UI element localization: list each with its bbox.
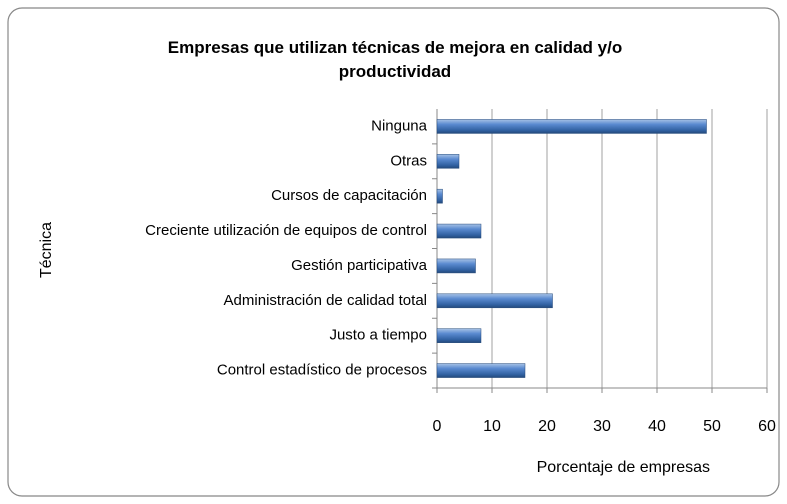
bar bbox=[436, 223, 482, 239]
chart-title: Empresas que utilizan técnicas de mejora… bbox=[167, 38, 623, 81]
x-tick-label: 40 bbox=[648, 418, 666, 435]
y-tick-label: Gestión participativa bbox=[291, 257, 428, 274]
x-tick-label: 60 bbox=[758, 418, 776, 435]
bar bbox=[436, 119, 707, 134]
x-tick-label: 50 bbox=[703, 418, 721, 435]
y-tick-label: Creciente utilización de equipos de cont… bbox=[145, 222, 427, 239]
y-axis-title: Técnica bbox=[38, 222, 55, 278]
bar bbox=[436, 188, 443, 204]
bar bbox=[436, 293, 553, 309]
bar bbox=[436, 328, 482, 343]
y-tick-label: Cursos de capacitación bbox=[271, 187, 427, 204]
bar bbox=[436, 154, 460, 169]
x-tick-label: 0 bbox=[433, 418, 442, 435]
x-tick-label: 30 bbox=[593, 418, 611, 435]
x-tick-label: 10 bbox=[483, 418, 501, 435]
x-axis-title: Porcentaje de empresas bbox=[537, 459, 710, 476]
bar bbox=[436, 258, 476, 274]
y-tick-label: Control estadístico de procesos bbox=[217, 362, 427, 379]
y-tick-label: Otras bbox=[390, 152, 427, 169]
x-tick-label: 20 bbox=[538, 418, 556, 435]
y-tick-label: Administración de calidad total bbox=[224, 292, 427, 309]
y-tick-label: Ninguna bbox=[371, 117, 428, 134]
y-tick-label: Justo a tiempo bbox=[329, 327, 427, 344]
bar bbox=[436, 363, 526, 378]
